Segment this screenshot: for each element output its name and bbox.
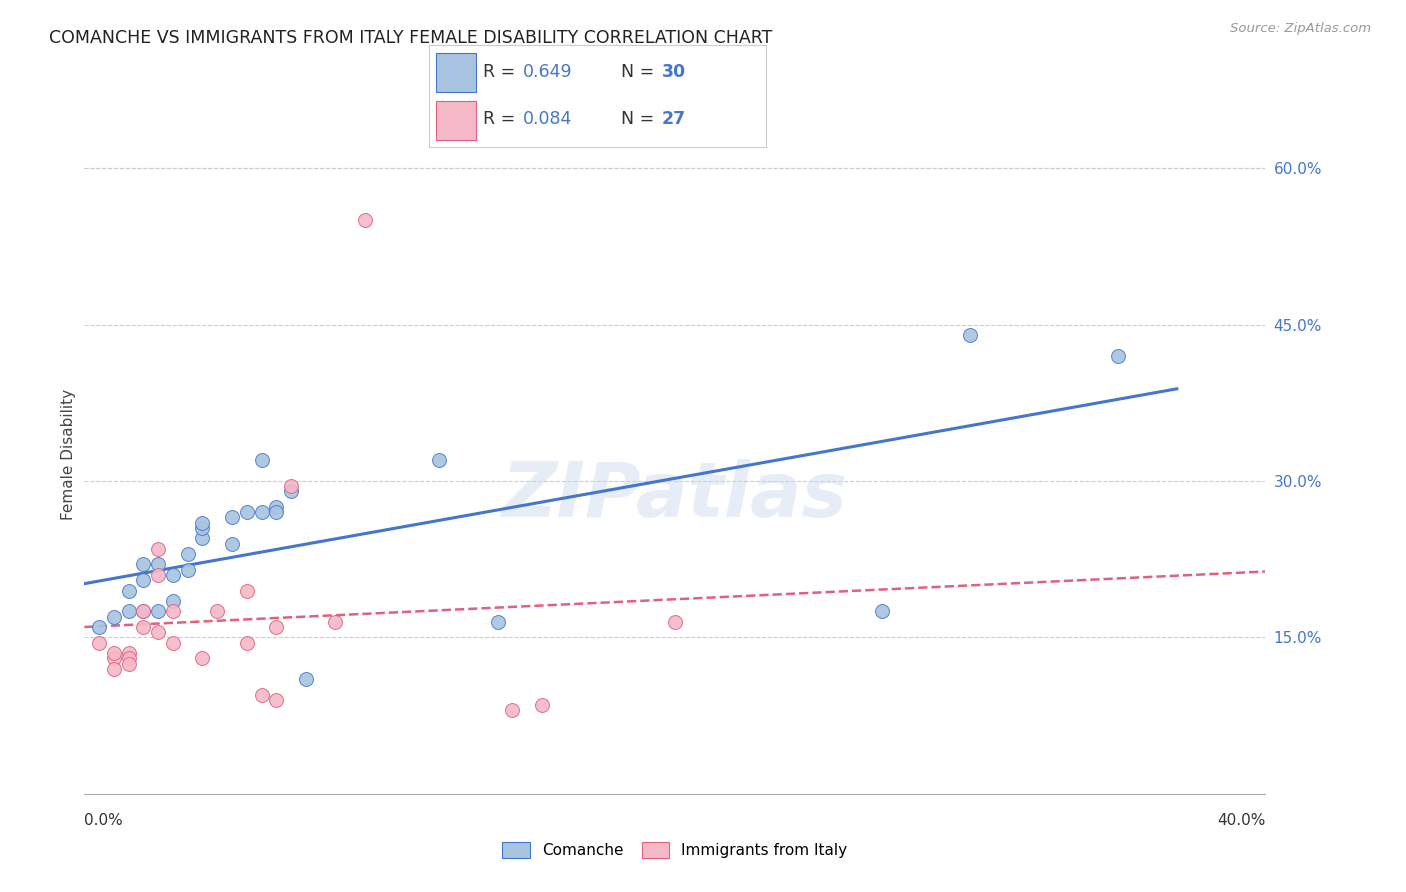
Point [191, 532, 214, 546]
Text: COMANCHE VS IMMIGRANTS FROM ITALY FEMALE DISABILITY CORRELATION CHART: COMANCHE VS IMMIGRANTS FROM ITALY FEMALE… [49, 29, 772, 46]
Point [295, 672, 318, 686]
Legend: Comanche, Immigrants from Italy: Comanche, Immigrants from Italy [496, 836, 853, 864]
Point [118, 651, 141, 665]
Point [89, 620, 111, 634]
Point [162, 567, 184, 582]
Point [250, 688, 273, 702]
Point [148, 625, 170, 640]
Text: R =: R = [482, 111, 520, 128]
Point [501, 703, 523, 717]
Point [427, 453, 450, 467]
Point [132, 558, 155, 572]
Point [132, 604, 155, 618]
Y-axis label: Female Disability: Female Disability [60, 389, 76, 521]
FancyBboxPatch shape [436, 101, 477, 140]
Point [664, 615, 686, 629]
Point [250, 453, 273, 467]
Point [177, 563, 200, 577]
Point [118, 657, 141, 671]
Text: 30: 30 [662, 63, 686, 81]
Point [264, 505, 288, 519]
Point [323, 615, 347, 629]
Point [221, 536, 243, 550]
Point [132, 604, 155, 618]
FancyBboxPatch shape [436, 53, 477, 92]
Text: N =: N = [621, 63, 659, 81]
Point [205, 604, 228, 618]
Point [132, 620, 155, 634]
Point [148, 567, 170, 582]
Point [148, 558, 170, 572]
Point [162, 594, 184, 608]
Point [264, 500, 288, 514]
Point [103, 646, 125, 660]
Point [162, 604, 184, 618]
Point [354, 213, 377, 227]
Text: Source: ZipAtlas.com: Source: ZipAtlas.com [1230, 22, 1371, 36]
Point [1107, 349, 1129, 363]
Point [118, 646, 141, 660]
Text: N =: N = [621, 111, 659, 128]
Point [118, 583, 141, 598]
Point [162, 635, 184, 649]
Point [89, 635, 111, 649]
Point [191, 516, 214, 530]
Text: 0.649: 0.649 [523, 63, 572, 81]
Point [221, 510, 243, 524]
Point [103, 651, 125, 665]
Point [250, 505, 273, 519]
Point [103, 662, 125, 676]
Point [236, 635, 259, 649]
Point [959, 328, 981, 343]
Point [264, 693, 288, 707]
Point [280, 484, 302, 499]
Point [486, 615, 509, 629]
Point [236, 583, 259, 598]
Point [264, 620, 288, 634]
Point [148, 541, 170, 556]
Point [280, 479, 302, 493]
Point [530, 698, 553, 713]
Point [148, 604, 170, 618]
Point [177, 547, 200, 561]
Text: 0.0%: 0.0% [84, 814, 124, 828]
Text: 40.0%: 40.0% [1218, 814, 1265, 828]
Text: ZIPatlas: ZIPatlas [502, 458, 848, 533]
Text: 0.084: 0.084 [523, 111, 572, 128]
Text: 27: 27 [662, 111, 686, 128]
Point [236, 505, 259, 519]
Point [103, 609, 125, 624]
Point [191, 521, 214, 535]
Point [191, 651, 214, 665]
Point [118, 604, 141, 618]
Point [870, 604, 893, 618]
Point [132, 573, 155, 587]
Text: R =: R = [482, 63, 520, 81]
